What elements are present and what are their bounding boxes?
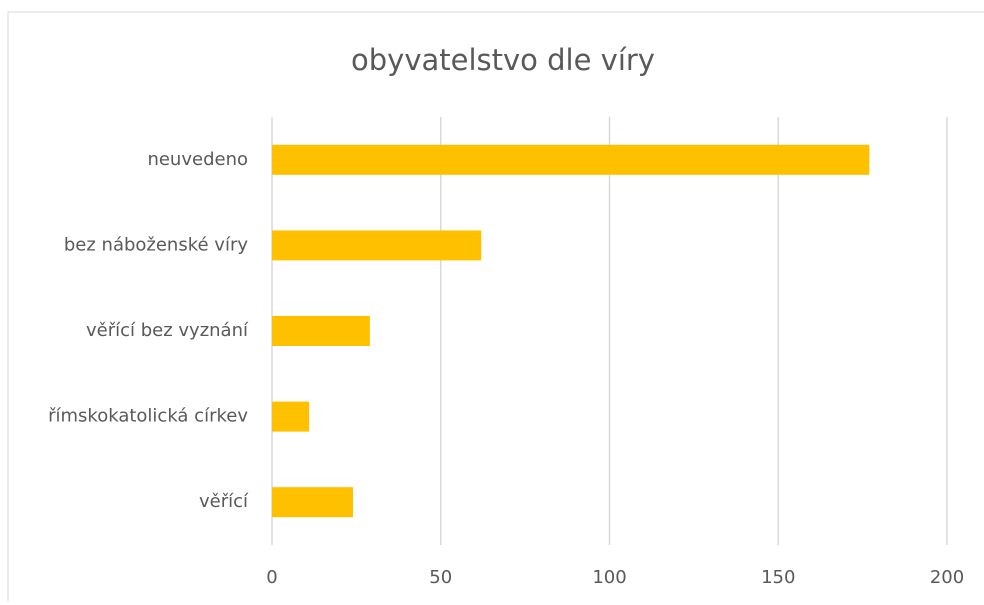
x-tick-label: 100 xyxy=(592,567,626,588)
y-tick-label: věřící xyxy=(199,491,249,512)
bar xyxy=(272,401,310,432)
chart-title: obyvatelstvo dle víry xyxy=(351,43,655,77)
x-tick-label: 150 xyxy=(761,567,795,588)
y-tick-label: věřící bez vyznání xyxy=(86,320,249,341)
bar xyxy=(272,230,482,261)
bar xyxy=(272,144,870,175)
chart-frame xyxy=(7,11,984,605)
x-tick-label: 50 xyxy=(429,567,452,588)
y-tick-label: římskokatolická církev xyxy=(48,406,248,427)
y-tick-label: neuvedeno xyxy=(147,149,248,170)
bar xyxy=(272,487,353,518)
y-tick-label: bez náboženské víry xyxy=(64,234,248,255)
x-tick-label: 0 xyxy=(266,567,277,588)
x-tick-label: 200 xyxy=(930,567,964,588)
bar xyxy=(272,316,370,346)
